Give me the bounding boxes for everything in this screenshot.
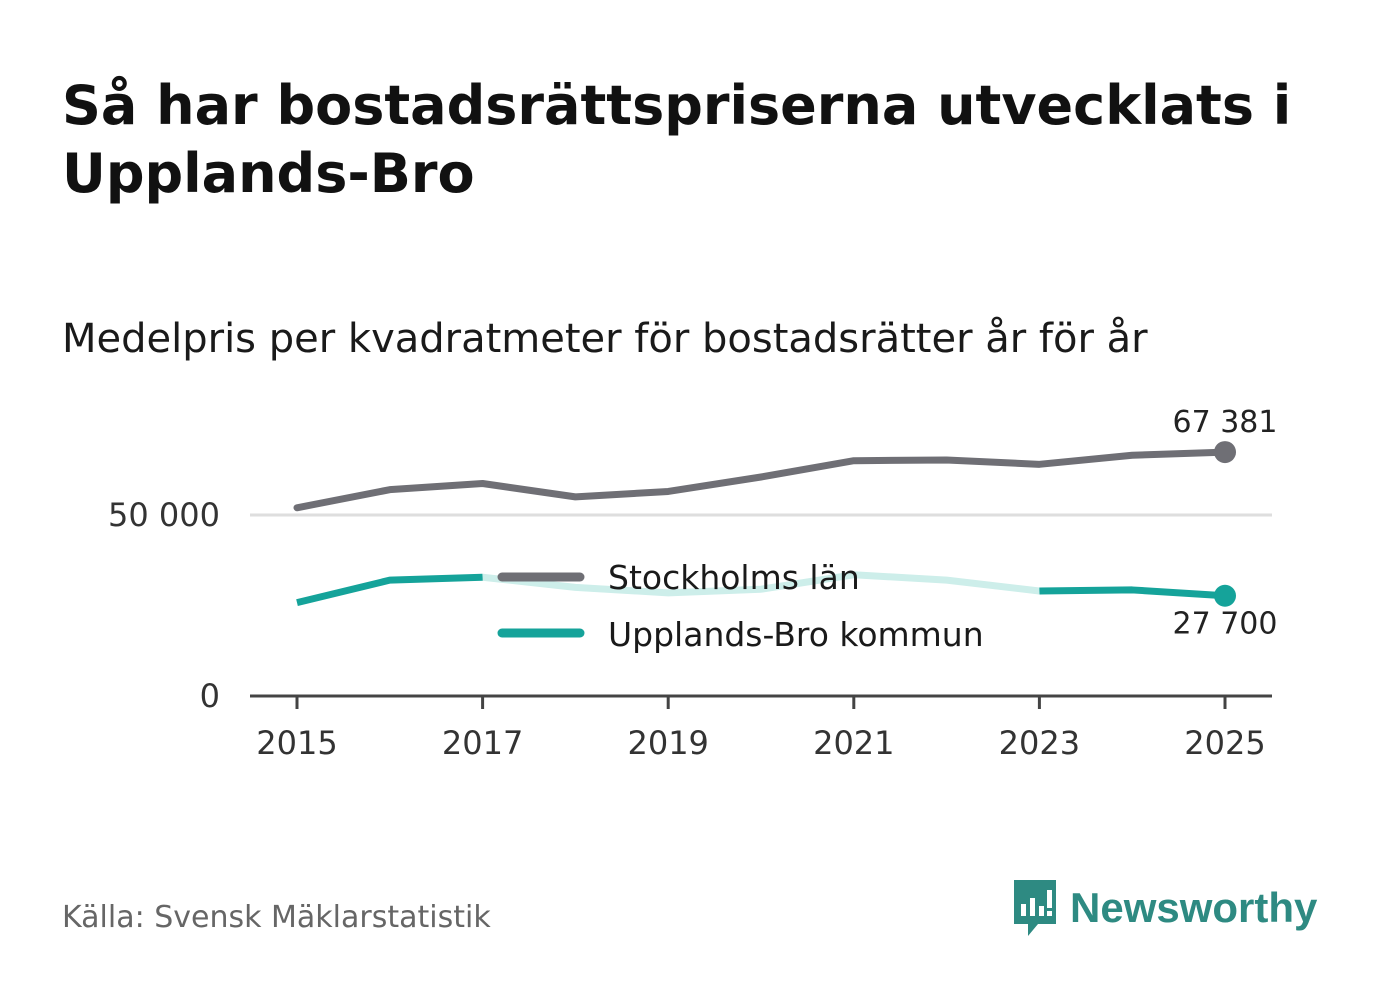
y-axis-ticks: 0 50 000 — [108, 496, 220, 715]
brand-logo[interactable]: Newsworthy — [1010, 878, 1317, 938]
end-value-label: 27 700 — [1173, 607, 1278, 642]
legend: Stockholms län Upplands-Bro kommun — [497, 558, 984, 654]
x-tick-label: 2019 — [627, 724, 708, 762]
chart-subtitle: Medelpris per kvadratmeter för bostadsrä… — [62, 316, 1148, 362]
end-point-marker — [1214, 441, 1236, 464]
x-tick-label: 2021 — [813, 724, 894, 762]
y-tick-label: 0 — [200, 677, 220, 715]
chart-title: Så har bostadsrättspriserna utvecklats i… — [62, 74, 1292, 205]
series-line-upplands-bro — [296, 573, 483, 607]
series-lines — [293, 448, 1229, 607]
x-axis: 2015 2017 2019 2021 2023 2025 — [250, 694, 1272, 762]
legend-label-upplands-bro-kommun: Upplands-Bro kommun — [608, 615, 984, 654]
x-tick-label: 2023 — [999, 724, 1080, 762]
series-line-upplands-bro — [1039, 586, 1226, 600]
newsworthy-logo-icon — [1014, 880, 1056, 936]
y-tick-label: 50 000 — [108, 496, 220, 534]
series-line-upplands-bro-faded — [482, 571, 1040, 597]
brand-name: Newsworthy — [1070, 884, 1318, 931]
x-tick-label: 2017 — [442, 724, 523, 762]
x-tick-label: 2015 — [256, 724, 337, 762]
end-value-label: 67 381 — [1173, 405, 1278, 440]
end-points: 67 381 27 700 — [1173, 405, 1278, 642]
series-line-stockholms-lan — [293, 448, 1229, 512]
x-tick-label: 2025 — [1184, 724, 1265, 762]
legend-label-stockholms-lan: Stockholms län — [608, 558, 860, 597]
end-point-marker — [1214, 584, 1236, 607]
source-note: Källa: Svensk Mäklarstatistik — [62, 900, 491, 935]
